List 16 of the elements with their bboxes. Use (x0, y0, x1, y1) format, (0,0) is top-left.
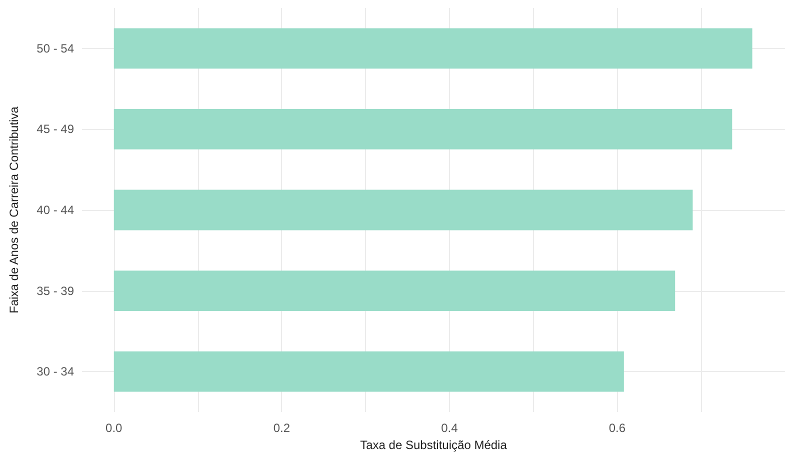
y-tick-label: 50 - 54 (36, 41, 74, 56)
x-tick-label: 0.6 (608, 421, 626, 435)
x-axis-title: Taxa de Substituição Média (360, 438, 508, 452)
bar (114, 109, 732, 150)
y-tick-label: 40 - 44 (36, 203, 74, 217)
x-tick-label: 0.2 (273, 421, 290, 435)
y-tick-label: 35 - 39 (36, 284, 74, 298)
bar (114, 190, 693, 230)
bar (114, 351, 624, 392)
y-tick-label: 45 - 49 (36, 122, 74, 136)
y-axis-title: Faixa de Anos de Carreira Contributiva (7, 106, 21, 314)
bar (114, 270, 676, 311)
x-tick-label: 0.4 (441, 421, 458, 435)
bar (114, 28, 752, 69)
y-tick-label: 30 - 34 (36, 364, 74, 379)
x-tick-label: 0.0 (106, 421, 123, 435)
